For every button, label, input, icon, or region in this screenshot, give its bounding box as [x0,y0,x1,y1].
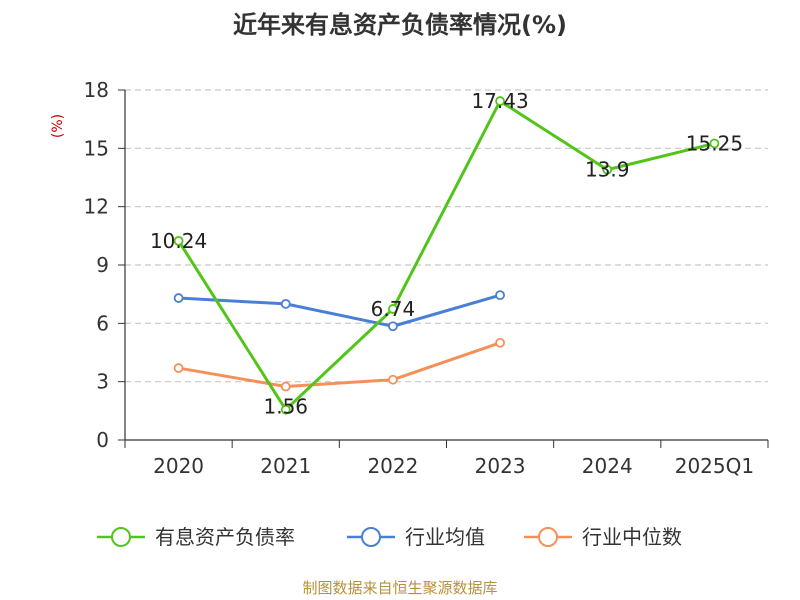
x-tick-label: 2021 [260,454,311,478]
y-tick-label: 12 [84,195,109,219]
series-layer [173,96,720,415]
legend-item: 行业中位数 [524,525,682,549]
y-tick-label: 18 [84,78,109,102]
x-tick-label: 2023 [475,454,526,478]
legend-marker [538,527,558,547]
data-point [602,164,613,175]
series-line [178,341,501,389]
legend-marker [361,527,381,547]
legend-label: 行业中位数 [582,525,682,549]
data-label: 13.9 [585,158,630,182]
series-line [178,293,501,328]
legend-marker [111,527,131,547]
data-point [280,298,291,309]
data-point [388,321,398,332]
grid [125,89,768,383]
legend-label: 有息资产负债率 [155,525,295,549]
x-tick-label: 2024 [582,454,633,478]
data-label: 17.43 [471,89,528,113]
y-tick-label: 3 [96,370,109,394]
x-tick-label: 2025Q1 [675,454,754,478]
data-labels: 10.24 1.56 6.74 17.43 13.9 15.25 [150,89,743,419]
data-point [173,235,184,246]
data-point [388,304,398,314]
chart-title: 近年来有息资产负债率情况(%) [233,11,567,39]
data-point [495,290,505,301]
legend-item: 行业均值 [347,525,485,549]
legend-item: 有息资产负债率 [97,525,295,549]
series-line [177,99,715,412]
data-point [388,374,398,385]
axes: 0 3 6 9 12 15 18 2020 2021 2022 2023 2024 2025Q1 [84,78,769,478]
series-2 [173,337,505,392]
y-tick-label: 15 [84,136,109,160]
data-point [495,337,505,348]
x-tick-label: 2020 [153,454,204,478]
y-tick-label: 6 [96,311,109,335]
source-note: 制图数据来自恒生聚源数据库 [302,579,497,597]
y-axis-label: (%) [50,114,66,138]
legend-label: 行业均值 [405,525,485,549]
data-point [709,138,720,149]
data-label: 1.56 [263,395,308,419]
data-label: 6.74 [371,297,416,321]
series-1 [173,290,505,332]
legend: 有息资产负债率 行业均值 行业中位数 [97,525,682,549]
data-label: 10.24 [150,229,207,253]
data-point [495,96,505,106]
y-tick-label: 0 [96,428,109,452]
data-point [280,404,291,415]
x-tick-label: 2022 [367,454,418,478]
data-point [280,381,291,392]
data-label: 15.25 [686,131,743,155]
data-point [173,293,184,303]
y-tick-label: 9 [96,253,109,277]
data-point [173,363,184,373]
series-0 [173,96,720,415]
